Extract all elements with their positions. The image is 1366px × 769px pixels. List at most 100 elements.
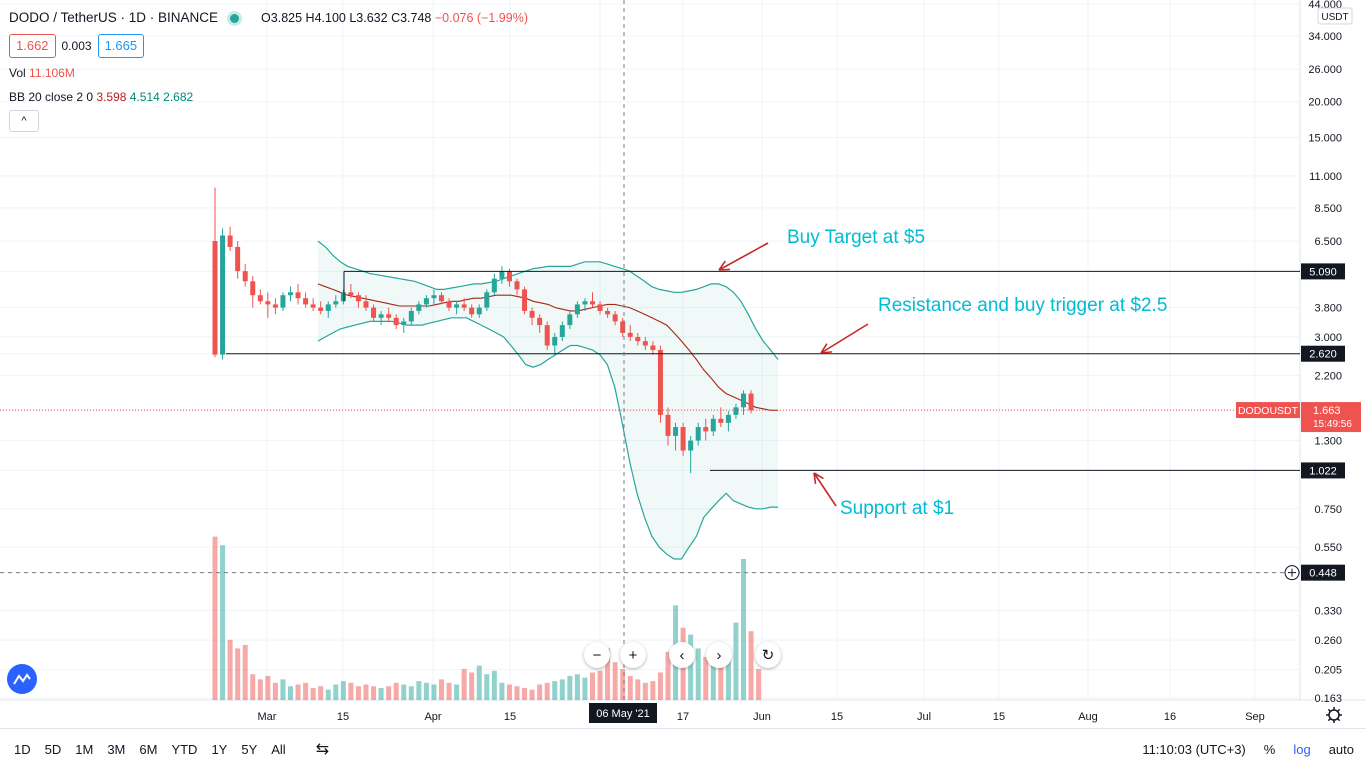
scroll-right-button[interactable]: › bbox=[706, 642, 732, 668]
current-price-bg bbox=[1301, 402, 1361, 433]
volume-bar bbox=[484, 674, 490, 700]
support-arrow-head bbox=[813, 472, 824, 485]
candle-body bbox=[559, 325, 565, 337]
volume-bar bbox=[657, 672, 663, 700]
volume-bar bbox=[567, 675, 573, 700]
settings-gear-icon[interactable] bbox=[1326, 707, 1342, 723]
candle-body bbox=[288, 292, 293, 296]
candle-body bbox=[748, 393, 754, 411]
range-1y-button[interactable]: 1Y bbox=[211, 741, 228, 757]
volume-bar bbox=[265, 675, 271, 700]
bb-indicator-label[interactable]: BB 20 close 2 0 3.598 4.514 2.682 bbox=[9, 88, 528, 106]
candle-body bbox=[348, 292, 354, 296]
tradingview-logo-icon[interactable] bbox=[7, 664, 37, 694]
support-price-label-bg bbox=[1301, 462, 1345, 479]
range-1d-button[interactable]: 1D bbox=[14, 741, 31, 757]
price-tick-label: 8.500 bbox=[1314, 203, 1342, 215]
volume-bar bbox=[590, 672, 595, 700]
range-3m-button[interactable]: 3M bbox=[107, 741, 126, 757]
candle-body bbox=[522, 289, 528, 311]
candle-body bbox=[710, 418, 716, 432]
crosshair-date-bg bbox=[589, 703, 657, 723]
price-tick-label: 34.000 bbox=[1308, 31, 1342, 43]
candle-body bbox=[393, 317, 399, 326]
buy-target-price-label-bg bbox=[1301, 263, 1345, 280]
candle-body bbox=[506, 271, 512, 282]
symbol-tag-bg bbox=[1236, 402, 1300, 419]
volume-bar bbox=[363, 684, 369, 700]
log-toggle[interactable]: log bbox=[1293, 741, 1311, 757]
symbol-title[interactable]: DODO / TetherUS · 1D · BINANCE bbox=[9, 10, 219, 25]
range-ytd-button[interactable]: YTD bbox=[171, 741, 198, 757]
range-all-button[interactable]: All bbox=[271, 741, 286, 757]
price-tick-label: 0.750 bbox=[1314, 504, 1342, 516]
candle-body bbox=[280, 295, 286, 308]
time-tick-label: Jul bbox=[917, 711, 931, 723]
buy-button[interactable]: 1.665 bbox=[97, 34, 145, 58]
range-5y-button[interactable]: 5Y bbox=[241, 741, 258, 757]
volume-bar bbox=[408, 686, 414, 700]
volume-bar bbox=[393, 682, 399, 700]
sell-button[interactable]: 1.662 bbox=[9, 34, 56, 58]
low-value: L3.632 bbox=[349, 11, 388, 25]
currency-badge bbox=[1317, 7, 1353, 25]
candle-body bbox=[627, 332, 633, 337]
volume-bar bbox=[605, 648, 611, 700]
candle-body bbox=[612, 314, 618, 322]
volume-bar bbox=[288, 686, 293, 700]
volume-bar bbox=[212, 536, 218, 700]
candle-body bbox=[272, 304, 278, 308]
volume-bar bbox=[318, 686, 324, 700]
volume-bar bbox=[310, 687, 316, 700]
volume-bar bbox=[597, 670, 603, 700]
candle-body bbox=[514, 281, 520, 290]
bb-fill bbox=[318, 241, 778, 559]
volume-bar bbox=[235, 648, 241, 700]
price-tick-label: 0.205 bbox=[1314, 665, 1342, 677]
candle-body bbox=[318, 307, 324, 311]
volume-indicator-label[interactable]: Vol 11.106M bbox=[9, 64, 528, 82]
candle-body bbox=[371, 307, 377, 318]
candle-body bbox=[741, 393, 746, 408]
volume-bar bbox=[635, 679, 641, 700]
clock-display[interactable]: 11:10:03 (UTC+3) bbox=[1142, 741, 1246, 757]
reset-chart-button[interactable]: ↻ bbox=[755, 642, 781, 668]
range-buttons: 1D 5D 1M 3M 6M YTD 1Y 5Y All bbox=[14, 742, 286, 757]
resistance-arrow-head bbox=[820, 343, 833, 354]
zoom-in-button[interactable]: + bbox=[620, 642, 646, 668]
volume-bar bbox=[446, 682, 452, 700]
time-tick-label: Apr bbox=[424, 711, 441, 723]
volume-bar bbox=[620, 669, 626, 700]
volume-bar bbox=[748, 631, 754, 700]
buy-target-price-label: 5.090 bbox=[1309, 266, 1337, 278]
volume-bar bbox=[529, 689, 535, 700]
range-1m-button[interactable]: 1M bbox=[75, 741, 94, 757]
collapse-legend-button[interactable]: ^ bbox=[9, 110, 39, 132]
volume-bar bbox=[710, 662, 716, 700]
volume-bar bbox=[242, 644, 248, 700]
range-5d-button[interactable]: 5D bbox=[44, 741, 62, 757]
zoom-out-button[interactable]: − bbox=[584, 642, 610, 668]
candle-body bbox=[446, 301, 452, 308]
bb-upper-value: 4.514 bbox=[129, 90, 160, 104]
range-6m-button[interactable]: 6M bbox=[139, 741, 158, 757]
candle-body bbox=[695, 427, 701, 441]
candle-body bbox=[590, 301, 595, 305]
price-tick-label: 6.500 bbox=[1314, 236, 1342, 248]
candle-body bbox=[582, 301, 588, 305]
auto-toggle[interactable]: auto bbox=[1328, 741, 1354, 757]
volume-bar bbox=[325, 689, 331, 700]
percent-toggle[interactable]: % bbox=[1263, 741, 1276, 757]
candle-body bbox=[333, 301, 339, 305]
scroll-left-button[interactable]: ‹ bbox=[669, 642, 695, 668]
volume-bar bbox=[514, 686, 520, 700]
time-tick-label: 15 bbox=[993, 711, 1005, 723]
volume-bar bbox=[688, 634, 694, 700]
volume-bar bbox=[725, 658, 731, 700]
volume-bar bbox=[756, 669, 762, 700]
date-range-icon[interactable]: ⇆ bbox=[315, 741, 330, 758]
volume-bar bbox=[333, 684, 339, 700]
volume-bar bbox=[642, 682, 648, 700]
bb-lower-value: 2.682 bbox=[163, 90, 194, 104]
